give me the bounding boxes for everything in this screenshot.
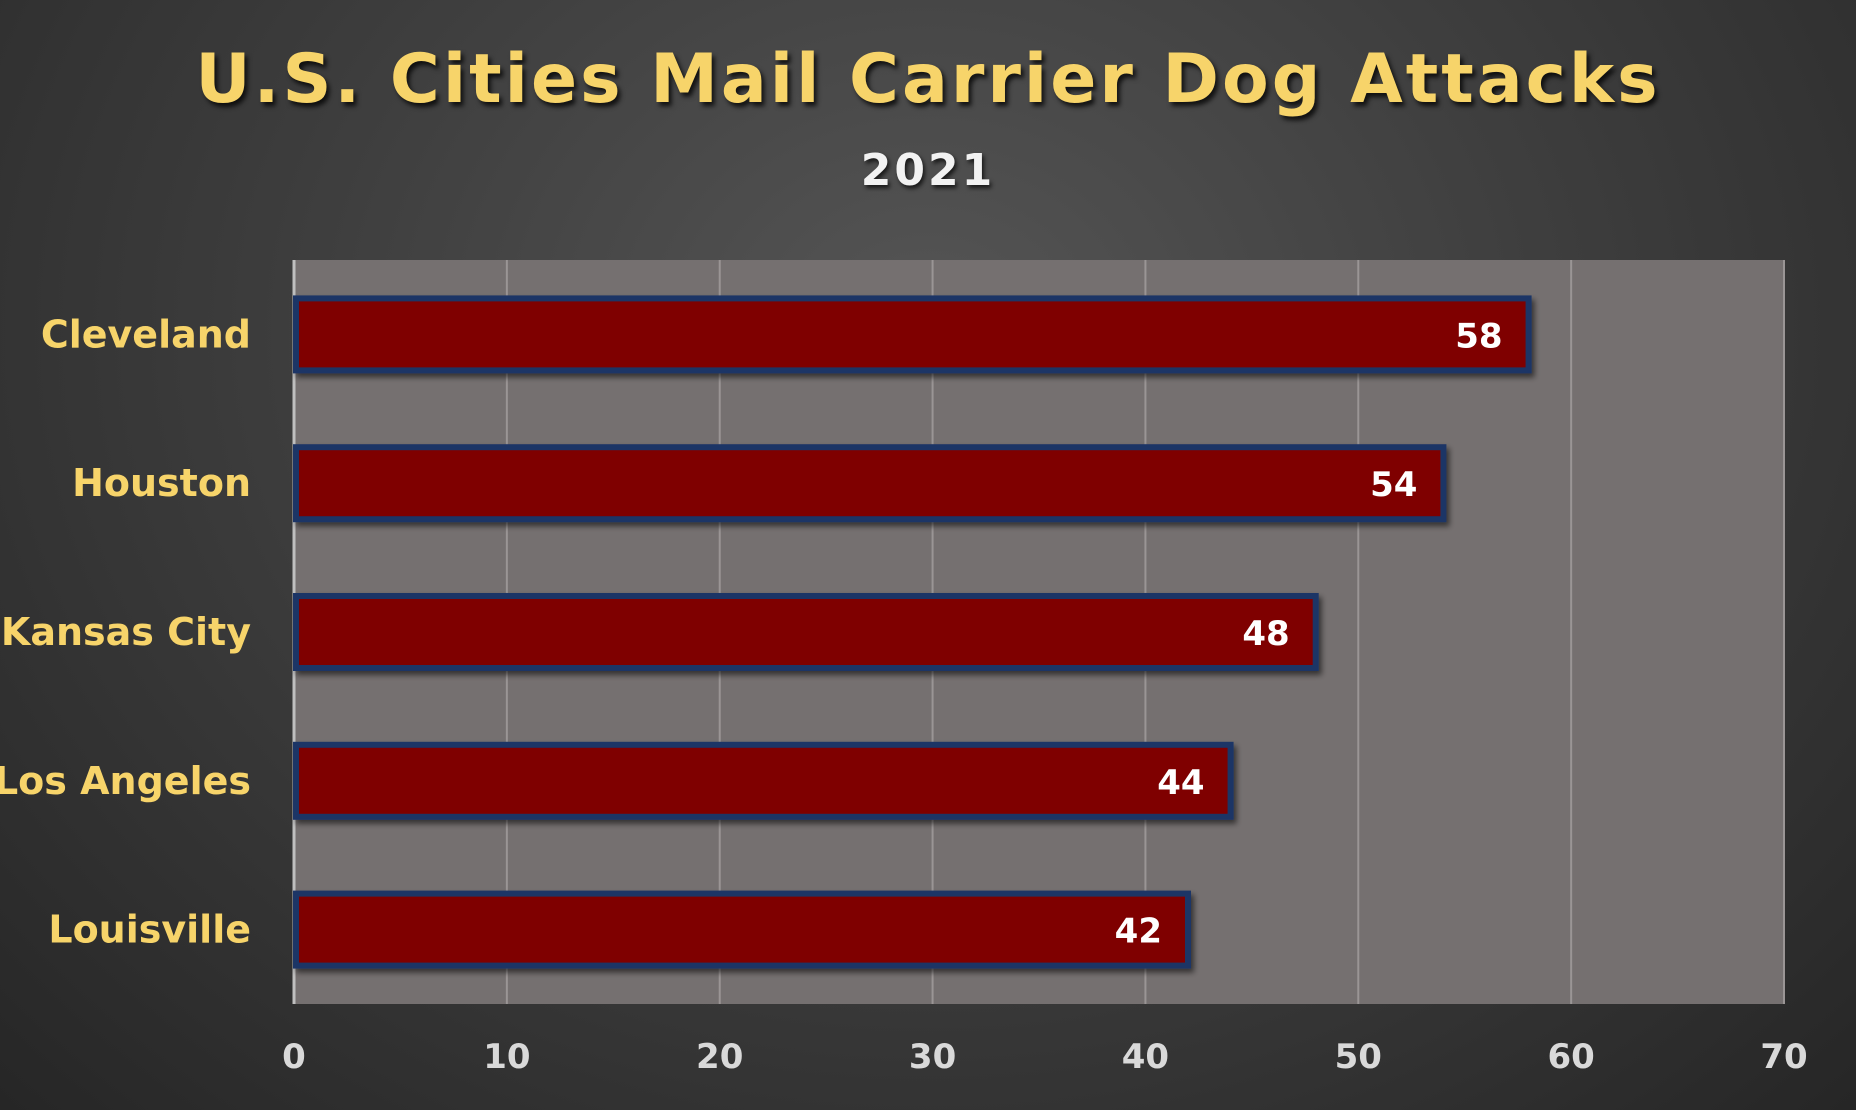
data-label-houston: 54 [1370, 465, 1417, 505]
category-label-houston: Houston [72, 461, 251, 505]
category-labels: Cleveland Houston Kansas City Los Angeles Lo… [0, 312, 251, 951]
bar-louisville [293, 890, 1191, 969]
data-label-kansas-city: 48 [1242, 614, 1289, 654]
category-label-cleveland: Cleveland [41, 312, 251, 356]
data-label-los-angeles: 44 [1157, 763, 1204, 803]
category-label-los-angeles: Los Angeles [0, 759, 251, 803]
data-labels: 58 54 48 44 42 [1115, 316, 1503, 951]
category-label-louisville: Louisville [48, 908, 251, 952]
x-tick-label-50: 50 [1335, 1037, 1382, 1077]
x-axis-tick-labels: 0 10 20 30 40 50 60 70 [282, 1037, 1808, 1077]
x-tick-label-30: 30 [909, 1037, 956, 1077]
x-tick-label-70: 70 [1760, 1037, 1807, 1077]
data-label-louisville: 42 [1115, 912, 1162, 952]
bar-houston [293, 444, 1447, 523]
x-tick-label-40: 40 [1122, 1037, 1169, 1077]
x-tick-label-20: 20 [696, 1037, 743, 1077]
x-tick-label-10: 10 [483, 1037, 530, 1077]
bar-kansas-city [293, 593, 1319, 671]
bars [293, 295, 1532, 969]
x-tick-label-0: 0 [282, 1037, 306, 1077]
category-label-kansas-city: Kansas City [1, 610, 251, 654]
data-label-cleveland: 58 [1455, 316, 1502, 356]
bar-los-angeles [293, 741, 1234, 820]
bar-cleveland [293, 295, 1532, 374]
x-tick-label-60: 60 [1547, 1037, 1594, 1077]
chart-subtitle: 2021 [860, 145, 996, 196]
chart-title: U.S. Cities Mail Carrier Dog Attacks [195, 40, 1661, 119]
